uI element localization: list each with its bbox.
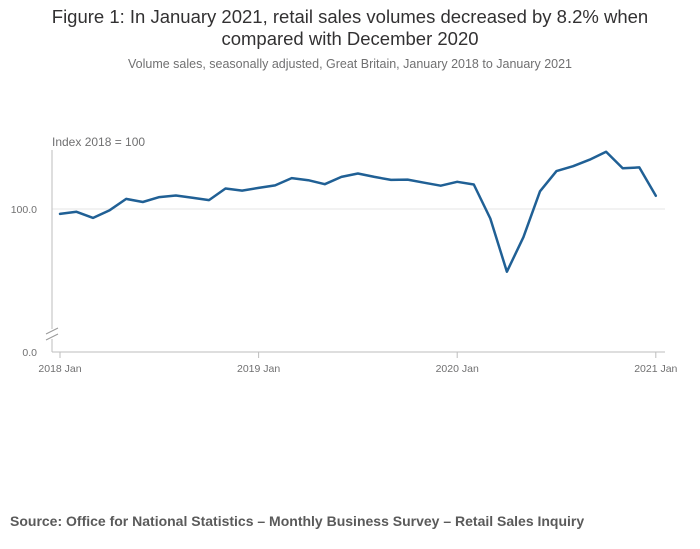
data-point <box>305 177 311 183</box>
chart-subtitle: Volume sales, seasonally adjusted, Great… <box>127 57 573 71</box>
y-tick-label: 100.0 <box>11 204 37 216</box>
source-note: Source: Office for National Statistics –… <box>10 513 585 529</box>
data-point <box>256 185 262 191</box>
data-point <box>371 174 377 180</box>
data-point <box>587 157 593 163</box>
x-tick-label: 2019 Jan <box>237 363 280 375</box>
data-point <box>570 163 576 169</box>
data-point <box>123 196 129 202</box>
chart-title: Figure 1: In January 2021, retail sales … <box>0 6 700 50</box>
x-tick-label: 2020 Jan <box>436 363 479 375</box>
data-point <box>355 171 361 177</box>
y-axis-label: Index 2018 = 100 <box>52 135 145 149</box>
data-point <box>620 165 626 171</box>
data-point <box>504 269 510 275</box>
title-line-2: compared with December 2020 <box>221 28 479 49</box>
data-point <box>206 197 212 203</box>
x-tick-label: 2018 Jan <box>38 363 81 375</box>
data-point <box>338 174 344 180</box>
data-point <box>603 149 609 155</box>
data-point <box>653 193 659 199</box>
data-point <box>156 194 162 200</box>
y-tick-label: 0.0 <box>22 347 37 359</box>
data-point <box>554 168 560 174</box>
data-point <box>239 188 245 194</box>
line-chart: Index 2018 = 100 0.0 100.0 2018 Jan 2019 J… <box>11 135 678 375</box>
data-point <box>520 234 526 240</box>
data-point <box>289 175 295 181</box>
data-point <box>223 186 229 192</box>
data-point <box>454 179 460 185</box>
data-point <box>471 182 477 188</box>
data-point <box>173 193 179 199</box>
title-line-1: Figure 1: In January 2021, retail sales … <box>51 6 649 27</box>
data-point <box>636 164 642 170</box>
data-point <box>405 177 411 183</box>
data-point <box>140 199 146 205</box>
data-point <box>57 211 63 217</box>
data-point <box>90 215 96 221</box>
axis-break-icon <box>45 327 59 341</box>
data-point <box>74 209 80 215</box>
data-point <box>487 216 493 222</box>
data-point <box>107 207 113 213</box>
x-tick-label: 2021 Jan <box>634 363 677 375</box>
data-point <box>272 182 278 188</box>
data-point <box>189 195 195 201</box>
data-point <box>438 183 444 189</box>
x-ticks: 2018 Jan 2019 Jan 2020 Jan 2021 Jan <box>38 352 678 375</box>
y-ticks: 0.0 100.0 <box>11 204 37 359</box>
data-point <box>322 181 328 187</box>
data-point <box>421 180 427 186</box>
data-point <box>537 188 543 194</box>
data-point <box>388 177 394 183</box>
series-line <box>58 150 658 273</box>
